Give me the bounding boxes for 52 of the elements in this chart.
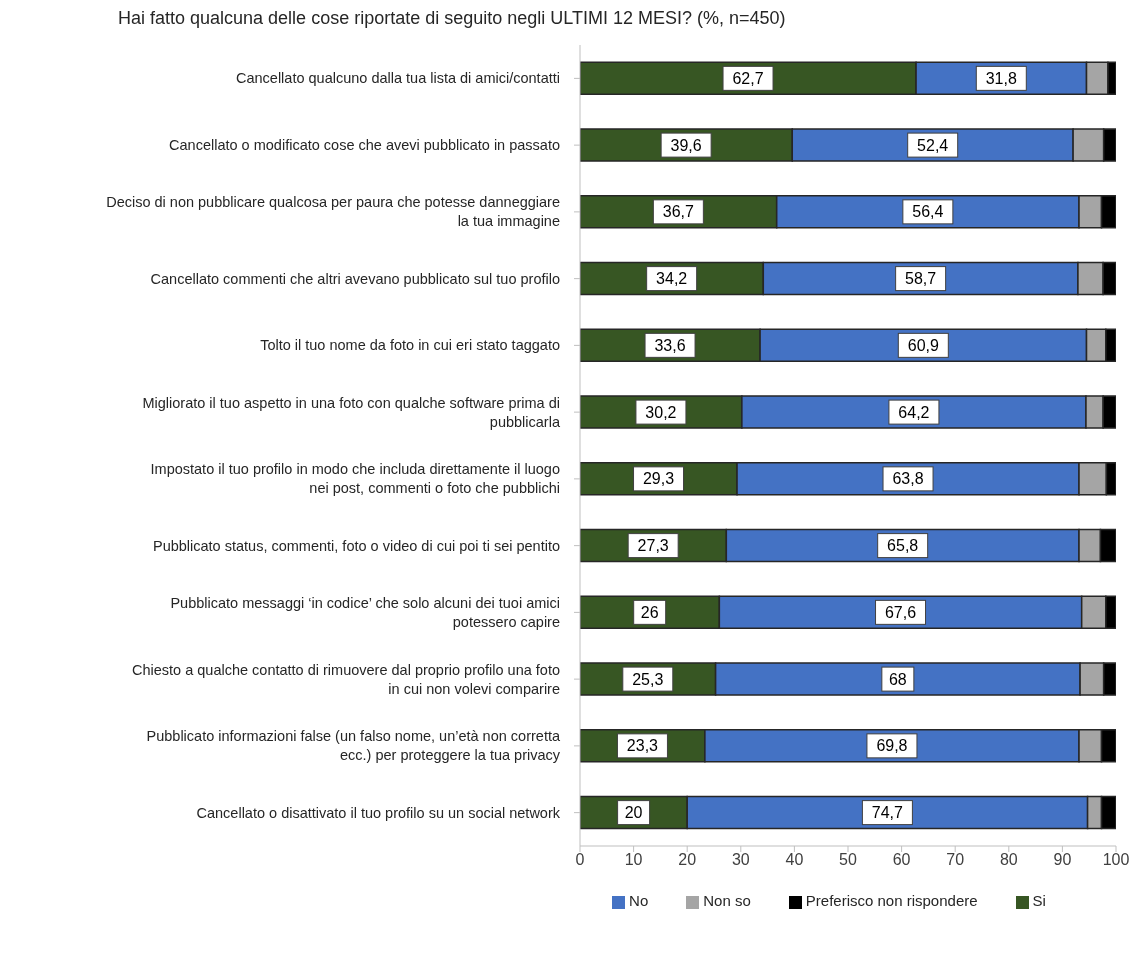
data-label: 26	[640, 603, 659, 621]
data-label: 23,3	[626, 737, 659, 755]
y-tick-label: Deciso di non pubblicare qualcosa per paura che potesse danneggiare la tua immagine	[106, 194, 560, 230]
data-label: 33,6	[654, 336, 686, 354]
x-tick-label: 100	[1102, 851, 1130, 869]
legend-label: Si	[1032, 892, 1046, 909]
y-tick-label: Cancellato o disattivato il tuo profilo su un social network	[196, 804, 561, 821]
data-label: 69,8	[876, 737, 908, 755]
data-label: 62,7	[732, 69, 764, 87]
data-label: 65,8	[887, 537, 919, 555]
x-tick-label: 50	[839, 851, 857, 869]
data-label: 34,2	[656, 270, 688, 288]
y-tick-label: Pubblicato messaggi ‘in codice’ che solo alcuni dei tuoi amici potessero capire	[170, 594, 560, 630]
x-tick-label: 0	[575, 851, 585, 869]
y-tick-label: Cancellato commenti che altri avevano pubblicato sul tuo profilo	[150, 270, 560, 287]
data-label: 27,3	[637, 537, 669, 555]
data-label: 25,3	[632, 670, 664, 688]
data-label: 58,7	[905, 270, 937, 288]
y-tick-label: Tolto il tuo nome da foto in cui eri stato taggato	[260, 337, 560, 354]
x-tick-label: 80	[999, 851, 1018, 869]
x-tick-label: 10	[624, 851, 643, 869]
data-label: 52,4	[917, 136, 949, 154]
y-tick-label: Cancellato o modificato cose che avevi pubblicato in passato	[169, 137, 560, 154]
x-tick-label: 30	[731, 851, 750, 869]
chart-title: Hai fatto qualcuna delle cose riportate di seguito negli ULTIMI 12 MESI? (%, n=450)	[117, 8, 787, 29]
data-label: 29,3	[642, 470, 675, 488]
y-tick-label: Pubblicato informazioni false (un falso nome, un’età non corretta ecc.) per proteggere la tua privacy	[146, 728, 561, 764]
data-label: 63,8	[892, 470, 924, 488]
legend-label: No	[629, 892, 649, 909]
data-label: 64,2	[898, 403, 930, 421]
legend-label: Non so	[703, 892, 751, 909]
x-tick-label: 40	[785, 851, 804, 869]
data-label: 36,7	[662, 203, 695, 221]
y-tick-label: Chiesto a qualche contatto di rimuovere dal proprio profilo una foto in cui non volevi comparire	[131, 661, 560, 697]
x-tick-label: 20	[678, 851, 697, 869]
data-label: 56,4	[912, 203, 944, 221]
data-label: 60,9	[907, 336, 939, 354]
y-tick-label: Impostato il tuo profilo in modo che includa direttamente il luogo nei post, commenti o foto che pubblichi	[150, 461, 560, 497]
x-tick-label: 90	[1053, 851, 1072, 869]
data-label: 30,2	[645, 403, 677, 421]
data-label: 20	[624, 804, 643, 822]
legend-label: Preferisco non rispondere	[805, 892, 978, 909]
y-tick-label: Pubblicato status, commenti, foto o video di cui poi ti sei pentito	[152, 537, 560, 554]
data-label: 39,6	[670, 136, 702, 154]
x-tick-label: 60	[892, 851, 911, 869]
data-label: 67,6	[884, 603, 917, 621]
data-label: 68	[888, 670, 907, 688]
y-tick-label: Migliorato il tuo aspetto in una foto con qualche software prima di pubblicarla	[142, 394, 561, 430]
x-tick-label: 70	[946, 851, 965, 869]
data-label: 31,8	[985, 69, 1017, 87]
data-label: 74,7	[871, 804, 904, 822]
y-tick-label: Cancellato qualcuno dalla tua lista di amici/contatti	[235, 70, 560, 87]
